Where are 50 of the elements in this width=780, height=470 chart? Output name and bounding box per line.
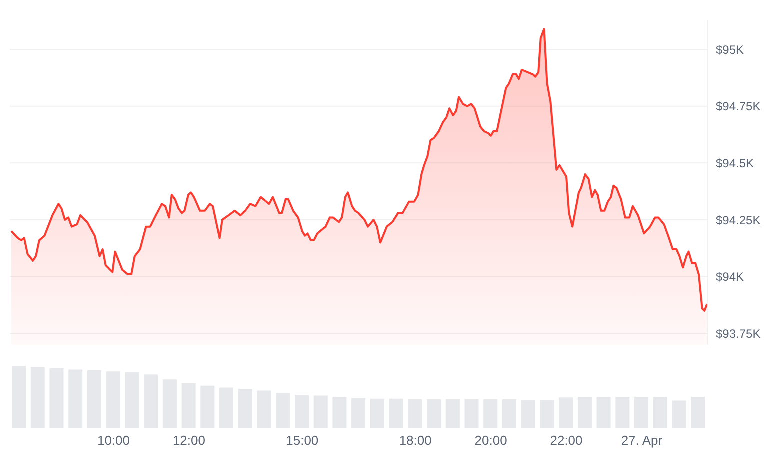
bar	[502, 399, 516, 428]
bar	[182, 383, 196, 428]
bar	[50, 368, 64, 428]
bar	[484, 399, 498, 428]
x-tick-label: 22:00	[550, 433, 583, 448]
bar	[30, 367, 45, 428]
x-tick-label: 18:00	[399, 433, 432, 448]
y-tick-label: $93.75K	[716, 326, 761, 341]
bar	[238, 388, 252, 428]
bar	[162, 380, 177, 428]
bar	[578, 397, 592, 428]
y-tick-label: $94K	[716, 270, 744, 284]
bar	[672, 400, 686, 428]
y-tick-label: $94.5K	[716, 156, 754, 170]
bar	[370, 398, 384, 428]
y-tick-label: $95K	[716, 42, 744, 57]
bar	[332, 397, 347, 428]
bar	[87, 370, 102, 428]
bar	[144, 374, 158, 428]
bar	[352, 398, 366, 428]
x-tick-label: 12:00	[172, 433, 206, 448]
y-tick-label: $94.25K	[716, 213, 761, 228]
bar	[68, 370, 83, 428]
bar	[294, 395, 309, 428]
x-tick-label: 10:00	[97, 433, 130, 448]
bar	[427, 399, 442, 428]
bar	[446, 399, 460, 428]
bar	[464, 399, 479, 428]
bar	[521, 400, 536, 428]
bar	[12, 366, 26, 428]
bar	[106, 372, 120, 428]
bar	[389, 398, 404, 428]
bar	[314, 396, 328, 428]
bar	[200, 386, 215, 428]
bar	[616, 397, 630, 428]
x-tick-label: 15:00	[286, 433, 319, 448]
y-tick-label: $94.75K	[716, 100, 761, 114]
bar	[540, 400, 554, 428]
bar	[125, 372, 140, 428]
x-tick-label: 27. Apr	[621, 433, 664, 448]
bar	[653, 397, 668, 428]
bar	[220, 388, 234, 428]
bar	[691, 397, 706, 428]
bar	[257, 390, 272, 428]
bar	[408, 399, 422, 428]
bar	[559, 398, 574, 428]
x-tick-label: 20:00	[474, 433, 508, 448]
bar	[634, 397, 649, 428]
bar	[596, 397, 611, 428]
bar	[276, 393, 290, 428]
